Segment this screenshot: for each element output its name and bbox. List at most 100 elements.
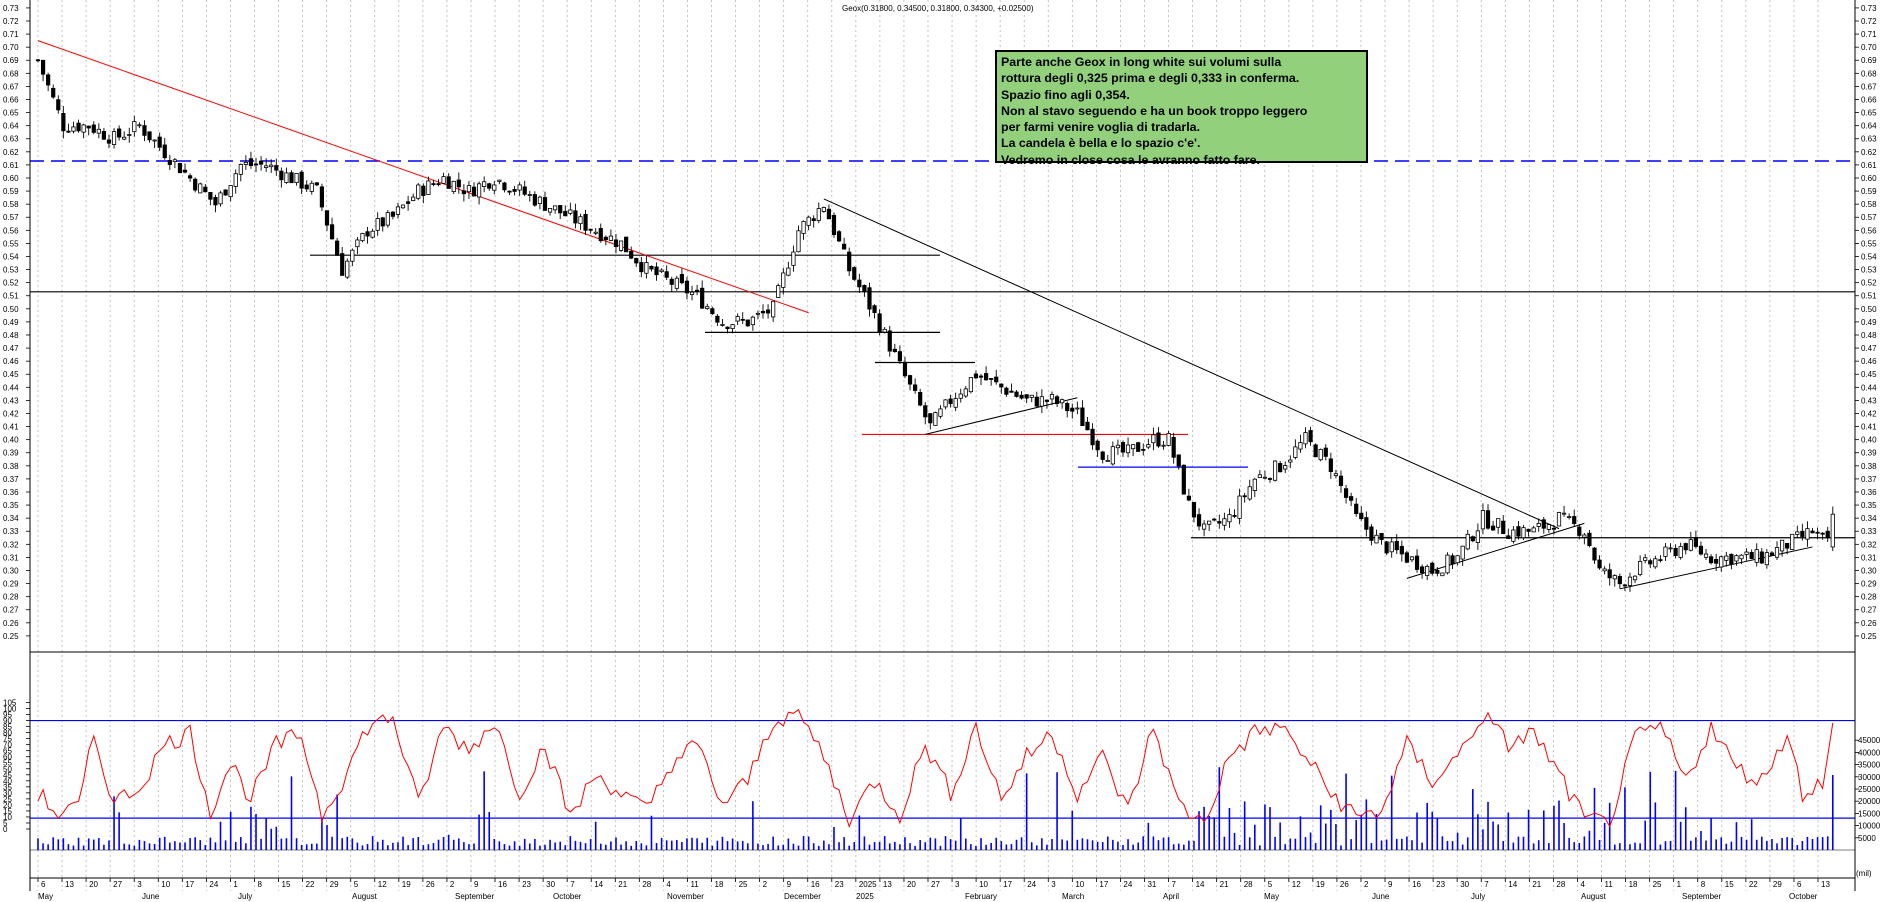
candle-body (1313, 444, 1318, 458)
price-tick-label-left: 0.69 (3, 56, 19, 65)
candle-body (598, 228, 603, 242)
candle-body (1734, 555, 1739, 562)
candle-body (157, 136, 162, 148)
candle-body (1039, 396, 1044, 407)
candle-body (1622, 584, 1628, 587)
candle-body (1272, 460, 1278, 481)
price-tick-label-right: 0.26 (1861, 619, 1877, 628)
volume-tick-label: 25000 (1858, 785, 1881, 794)
date-tick-label: 7 (1172, 880, 1177, 889)
candle-body (1090, 428, 1095, 446)
price-tick-label-right: 0.47 (1861, 344, 1877, 353)
candle-body (198, 183, 203, 194)
price-tick-label-left: 0.44 (3, 383, 19, 392)
oscillator-line (30, 708, 1855, 829)
candle-body (907, 375, 913, 385)
candle-body (872, 305, 877, 313)
candle-body (233, 173, 238, 187)
oscillator-tick-label: 0 (3, 825, 8, 834)
candle-body (705, 306, 710, 310)
date-tick-label: 16 (498, 880, 507, 889)
price-tick-label-left: 0.39 (3, 449, 19, 458)
candle-body (487, 183, 492, 189)
candle-body (1196, 514, 1202, 527)
candle-body (1318, 448, 1323, 461)
price-tick-label-left: 0.63 (3, 135, 19, 144)
candle-body (618, 240, 624, 251)
candle-body (573, 210, 578, 224)
candle-body (1465, 533, 1470, 550)
candle-body (117, 128, 122, 138)
price-tick-label-left: 0.64 (3, 122, 19, 131)
candle-body (466, 185, 472, 193)
candle-body (1430, 562, 1435, 574)
candle-body (522, 186, 527, 195)
candle-body (355, 239, 360, 248)
candle-body (1516, 526, 1521, 537)
candle-body (441, 176, 446, 184)
axis-labels: 0.25 0.25 0.26 0.26 0.27 0.27 0.28 0.28 0.29 0.29… (3, 4, 1881, 901)
candle-body (796, 230, 801, 253)
oscillator-tick-label: 5 (3, 819, 8, 828)
candle-body (553, 205, 558, 211)
price-tick-label-right: 0.58 (1861, 200, 1877, 209)
candle-body (882, 328, 887, 333)
oscillator-tick-label: 20 (3, 801, 12, 810)
candle-body (725, 326, 730, 330)
candle-body (1470, 536, 1475, 542)
price-tick-label-left: 0.26 (3, 619, 19, 628)
price-tick-label-left: 0.51 (3, 292, 19, 301)
candle-body (1349, 496, 1354, 501)
price-tick-label-left: 0.32 (3, 540, 19, 549)
date-tick-label: 17 (185, 880, 194, 889)
candle-body (71, 126, 76, 132)
horizontal-levels (30, 160, 1855, 539)
candle-body (218, 192, 223, 205)
candle-body (1749, 552, 1754, 560)
candle-body (1815, 531, 1820, 534)
price-tick-label-right: 0.53 (1861, 266, 1877, 275)
candle-body (1795, 531, 1800, 535)
price-tick-label-right: 0.29 (1861, 580, 1877, 589)
candle-body (1242, 495, 1247, 498)
candle-body (1551, 527, 1557, 530)
candle-body (1490, 525, 1496, 531)
grid-lines (37, 0, 1819, 891)
candle-body (147, 131, 152, 141)
candle-body (1597, 559, 1602, 569)
candle-body (877, 313, 882, 334)
candle-body (66, 130, 71, 133)
price-tick-label-left: 0.27 (3, 606, 19, 615)
date-tick-label: 2 (763, 880, 768, 889)
candle-body (892, 348, 897, 353)
candle-body (1060, 399, 1065, 404)
annotation-box: Parte anche Geox in long white sui volum… (995, 50, 1368, 167)
date-tick-label: 1 (233, 880, 238, 889)
oscillator-tick-label: 15 (3, 807, 12, 816)
trendline (925, 397, 1078, 435)
candle-body (852, 267, 857, 280)
date-tick-label: 29 (330, 880, 339, 889)
date-tick-label: 22 (1749, 880, 1758, 889)
candle-body (1141, 448, 1146, 451)
candle-body (350, 249, 355, 262)
candle-body (1283, 465, 1288, 470)
price-tick-label-left: 0.42 (3, 409, 19, 418)
candle-body (674, 277, 679, 289)
candle-body (887, 330, 892, 352)
candle-body (1404, 552, 1409, 563)
date-tick-label: 4 (666, 880, 671, 889)
candle-body (86, 125, 91, 129)
candle-body (1156, 432, 1161, 447)
candle-body (476, 183, 482, 198)
candle-body (1171, 436, 1176, 458)
date-tick-label: 8 (1701, 880, 1706, 889)
candle-body (755, 312, 761, 315)
candle-body (923, 405, 928, 418)
candle-body (1267, 478, 1273, 480)
date-tick-label: 17 (1099, 880, 1108, 889)
candle-body (786, 267, 791, 276)
candle-body (1617, 575, 1622, 585)
month-label: February (965, 892, 997, 901)
